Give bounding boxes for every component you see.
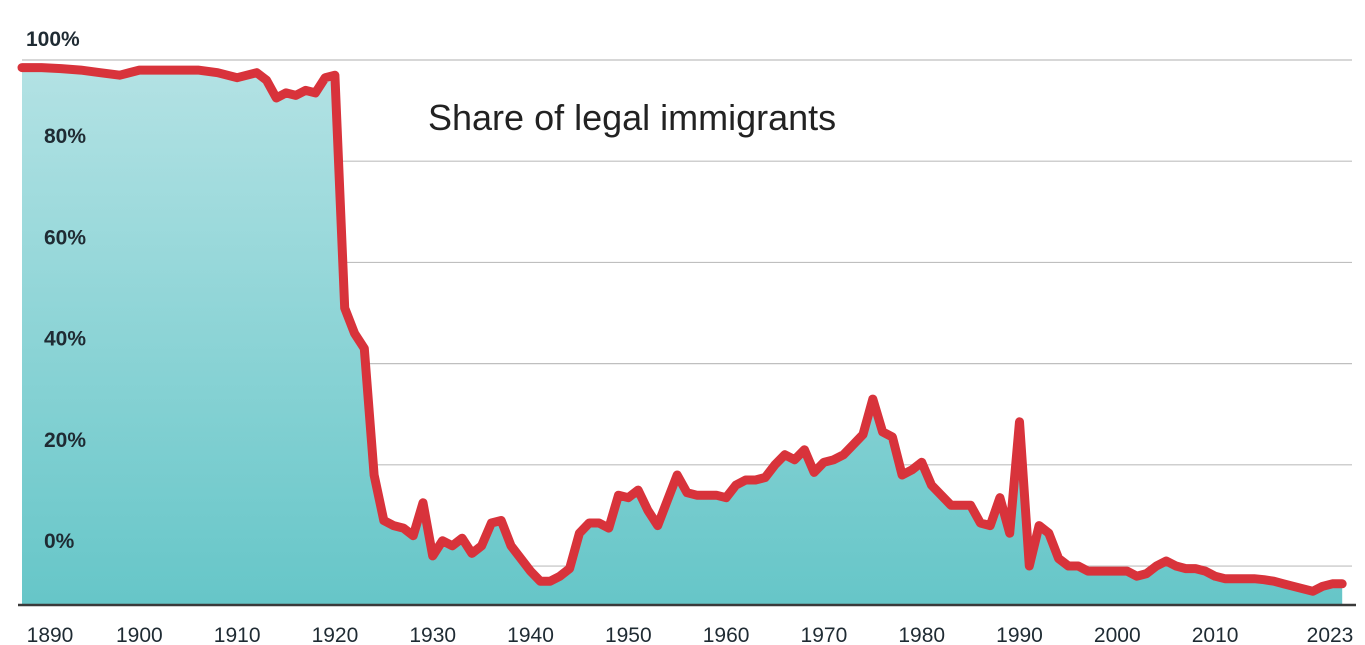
y-tick-label: 60% [44, 226, 86, 249]
y-tick-label: 80% [44, 125, 86, 148]
x-tick-label: 1990 [996, 624, 1043, 645]
x-axis-labels: 1890 1900 1910 1920 1930 1940 1950 1960 1970 1980… [27, 624, 1354, 645]
area-fill [22, 67, 1343, 605]
x-tick-label: 1940 [507, 624, 554, 645]
y-tick-label: 40% [44, 328, 86, 351]
x-tick-label: 2000 [1094, 624, 1141, 645]
y-tick-label: 20% [44, 429, 86, 452]
y-axis-labels: 0% 20% 40% 60% 80% 100% [26, 28, 86, 553]
x-tick-label: 1970 [801, 624, 848, 645]
series-line [17, 63, 1347, 596]
x-tick-label: 1950 [605, 624, 652, 645]
chart-annotation: Share of legal immigrants [428, 97, 836, 138]
x-tick-label: 1960 [703, 624, 750, 645]
x-tick-label: 2010 [1192, 624, 1239, 645]
x-tick-label: 1980 [898, 624, 945, 645]
x-tick-label: 1890 [27, 624, 74, 645]
y-tick-label: 100% [26, 28, 80, 51]
x-tick-label: 1900 [116, 624, 163, 645]
x-tick-label: 1920 [312, 624, 359, 645]
x-tick-label: 2023 [1307, 624, 1354, 645]
x-tick-label: 1930 [409, 624, 456, 645]
y-tick-label: 0% [44, 530, 75, 553]
x-tick-label: 1910 [214, 624, 261, 645]
